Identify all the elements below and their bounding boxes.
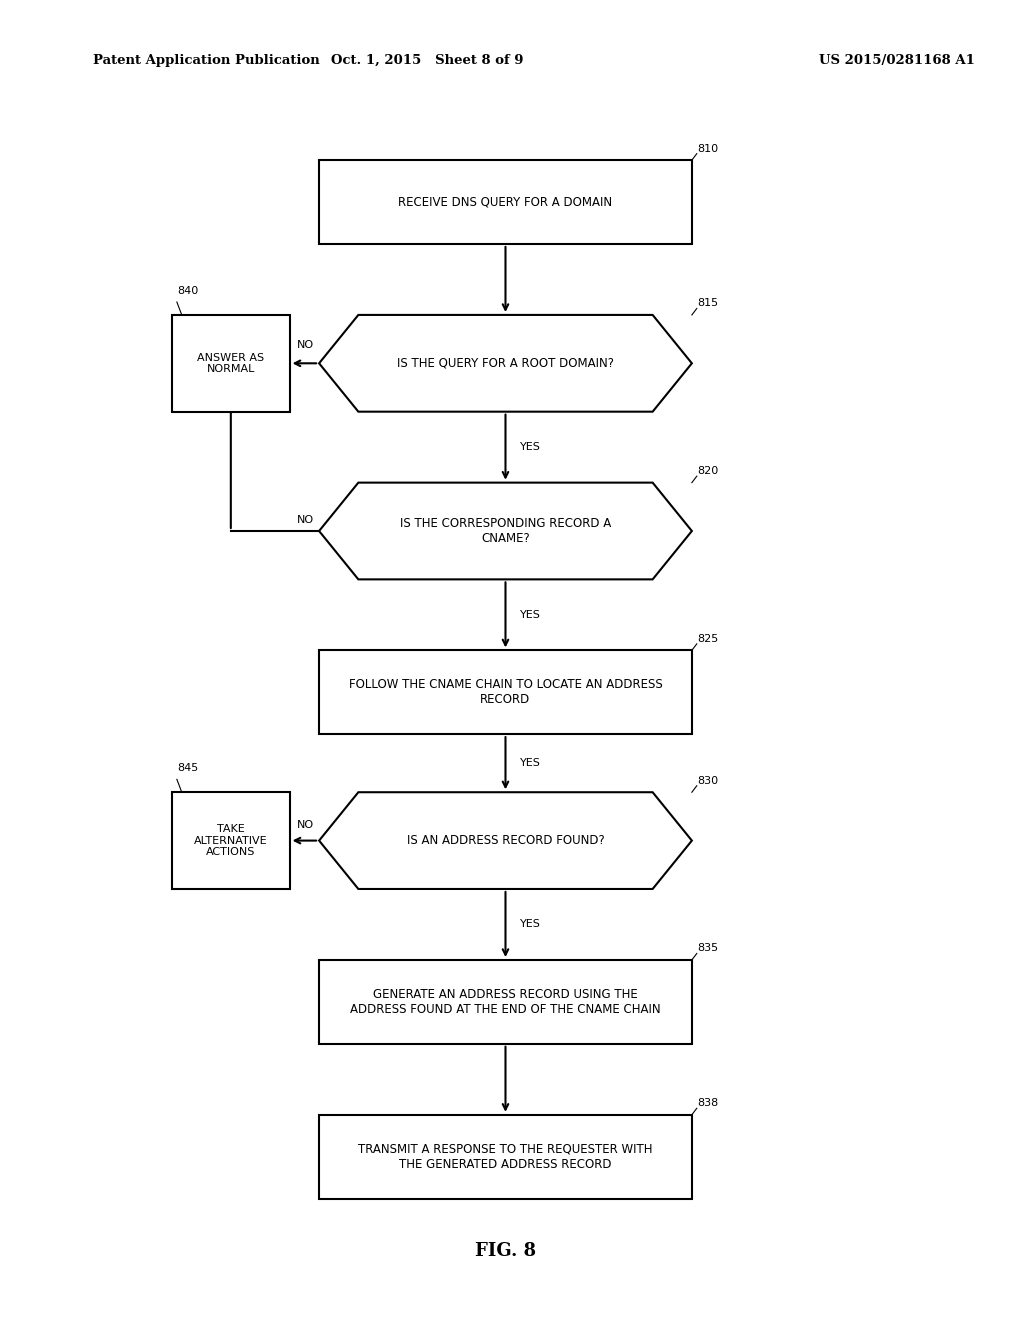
Polygon shape bbox=[319, 483, 692, 579]
Text: IS AN ADDRESS RECORD FOUND?: IS AN ADDRESS RECORD FOUND? bbox=[407, 834, 604, 847]
Text: 840: 840 bbox=[177, 285, 198, 296]
Text: IS THE QUERY FOR A ROOT DOMAIN?: IS THE QUERY FOR A ROOT DOMAIN? bbox=[397, 356, 614, 370]
FancyBboxPatch shape bbox=[319, 960, 692, 1044]
Text: NO: NO bbox=[297, 515, 314, 524]
Text: Oct. 1, 2015   Sheet 8 of 9: Oct. 1, 2015 Sheet 8 of 9 bbox=[331, 54, 523, 66]
Text: Patent Application Publication: Patent Application Publication bbox=[93, 54, 321, 66]
Text: YES: YES bbox=[520, 758, 541, 768]
Text: GENERATE AN ADDRESS RECORD USING THE
ADDRESS FOUND AT THE END OF THE CNAME CHAIN: GENERATE AN ADDRESS RECORD USING THE ADD… bbox=[350, 987, 660, 1016]
Text: 825: 825 bbox=[696, 634, 718, 644]
Text: IS THE CORRESPONDING RECORD A
CNAME?: IS THE CORRESPONDING RECORD A CNAME? bbox=[399, 517, 611, 545]
Text: 838: 838 bbox=[696, 1098, 718, 1109]
FancyBboxPatch shape bbox=[319, 651, 692, 734]
Text: 845: 845 bbox=[177, 763, 198, 774]
Text: 835: 835 bbox=[696, 944, 718, 953]
Text: NO: NO bbox=[297, 820, 314, 830]
Text: YES: YES bbox=[520, 442, 541, 453]
Text: FOLLOW THE CNAME CHAIN TO LOCATE AN ADDRESS
RECORD: FOLLOW THE CNAME CHAIN TO LOCATE AN ADDR… bbox=[348, 678, 663, 706]
Text: TRANSMIT A RESPONSE TO THE REQUESTER WITH
THE GENERATED ADDRESS RECORD: TRANSMIT A RESPONSE TO THE REQUESTER WIT… bbox=[358, 1143, 652, 1171]
Text: YES: YES bbox=[520, 610, 541, 620]
Polygon shape bbox=[319, 792, 692, 888]
Text: RECEIVE DNS QUERY FOR A DOMAIN: RECEIVE DNS QUERY FOR A DOMAIN bbox=[398, 195, 612, 209]
FancyBboxPatch shape bbox=[319, 1114, 692, 1199]
Text: TAKE
ALTERNATIVE
ACTIONS: TAKE ALTERNATIVE ACTIONS bbox=[194, 824, 267, 857]
FancyBboxPatch shape bbox=[319, 160, 692, 244]
FancyBboxPatch shape bbox=[172, 792, 290, 888]
Text: NO: NO bbox=[297, 341, 314, 350]
Text: 810: 810 bbox=[696, 144, 718, 153]
Text: ANSWER AS
NORMAL: ANSWER AS NORMAL bbox=[198, 352, 264, 374]
Text: 820: 820 bbox=[696, 466, 718, 477]
Polygon shape bbox=[319, 315, 692, 412]
FancyBboxPatch shape bbox=[172, 315, 290, 412]
Text: 830: 830 bbox=[696, 776, 718, 785]
Text: US 2015/0281168 A1: US 2015/0281168 A1 bbox=[819, 54, 975, 66]
Text: FIG. 8: FIG. 8 bbox=[475, 1242, 536, 1259]
Text: 815: 815 bbox=[696, 298, 718, 309]
Text: YES: YES bbox=[520, 920, 541, 929]
